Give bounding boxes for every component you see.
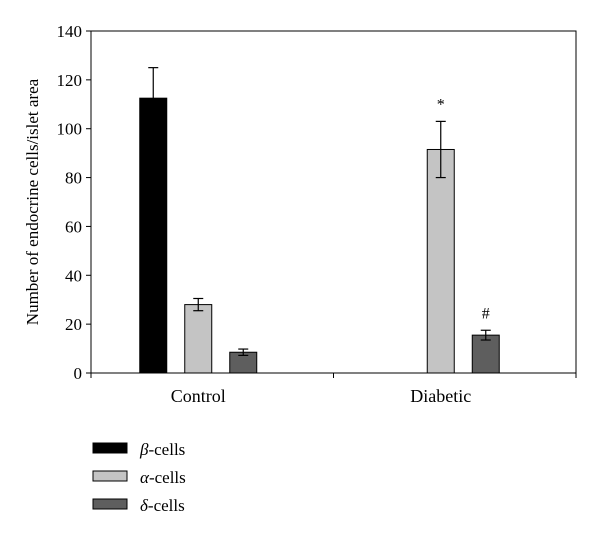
legend-swatch (92, 470, 128, 482)
y-tick-label: 0 (74, 364, 83, 383)
x-axis: Control Diabetic (90, 373, 577, 406)
y-tick-label: 140 (57, 22, 83, 41)
x-tick-label: Diabetic (410, 386, 471, 406)
y-tick-label: 60 (65, 217, 82, 236)
bar (471, 334, 500, 374)
y-tick-label: 20 (65, 315, 82, 334)
y-axis-label: Number of endocrine cells/islet area (23, 78, 42, 325)
significance-marker: * (437, 96, 445, 113)
legend-swatch (92, 442, 128, 454)
legend: β-cells α-cells δ-cells (92, 440, 186, 515)
bar (426, 148, 455, 374)
legend-label: β-cells (139, 440, 185, 459)
x-tick-label: Control (171, 386, 226, 406)
bar (139, 97, 168, 374)
significance-marker: # (482, 305, 490, 322)
y-tick-label: 80 (65, 169, 82, 188)
y-tick-label: 120 (57, 71, 83, 90)
legend-swatch (92, 498, 128, 510)
bars: *# (139, 67, 500, 374)
y-axis: 0 20 40 60 80 100 120 140 (57, 22, 91, 383)
legend-label: α-cells (140, 468, 186, 487)
bar (184, 304, 213, 374)
y-tick-label: 100 (57, 120, 83, 139)
legend-label: δ-cells (140, 496, 185, 515)
y-tick-label: 40 (65, 266, 82, 285)
